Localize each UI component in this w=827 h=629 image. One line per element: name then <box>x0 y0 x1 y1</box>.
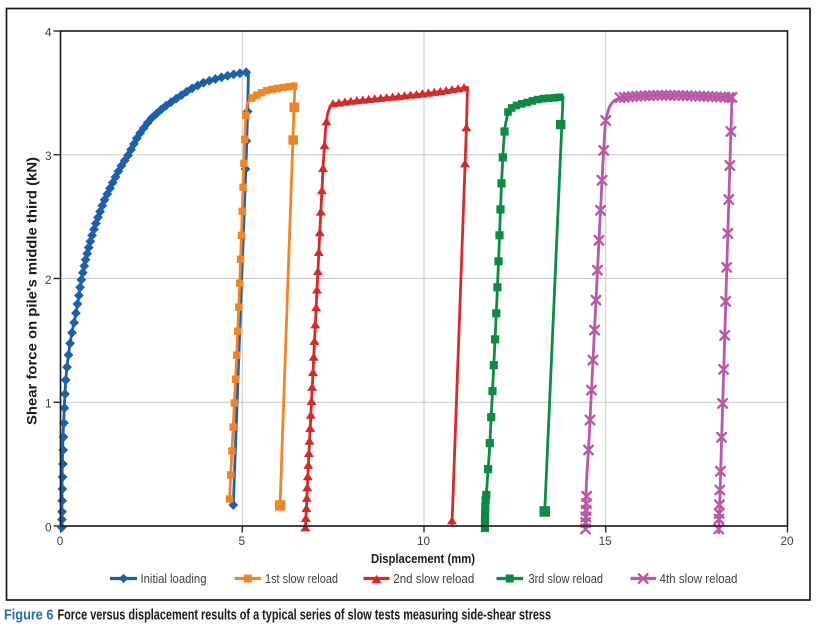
svg-text:Initial loading: Initial loading <box>141 572 207 586</box>
svg-text:10: 10 <box>417 534 431 548</box>
svg-text:15: 15 <box>599 534 613 548</box>
svg-text:Displacement (mm): Displacement (mm) <box>371 552 475 566</box>
svg-text:3: 3 <box>45 149 52 163</box>
svg-text:20: 20 <box>780 534 794 548</box>
svg-text:1: 1 <box>45 397 52 411</box>
svg-text:2: 2 <box>45 273 52 287</box>
svg-text:4: 4 <box>45 25 52 39</box>
svg-text:3rd slow reload: 3rd slow reload <box>529 572 604 586</box>
svg-text:5: 5 <box>239 534 246 548</box>
svg-text:2nd slow reload: 2nd slow reload <box>393 572 474 586</box>
svg-text:4th slow reload: 4th slow reload <box>660 572 738 586</box>
svg-text:1st slow reload: 1st slow reload <box>265 572 338 586</box>
svg-text:Figure 6: Figure 6 <box>4 607 54 624</box>
svg-text:Force versus displacement resu: Force versus displacement results of a t… <box>58 607 552 624</box>
svg-text:0: 0 <box>45 520 52 534</box>
svg-text:Shear force on pile's middle t: Shear force on pile's middle third (kN) <box>23 157 39 425</box>
svg-text:0: 0 <box>57 534 64 548</box>
